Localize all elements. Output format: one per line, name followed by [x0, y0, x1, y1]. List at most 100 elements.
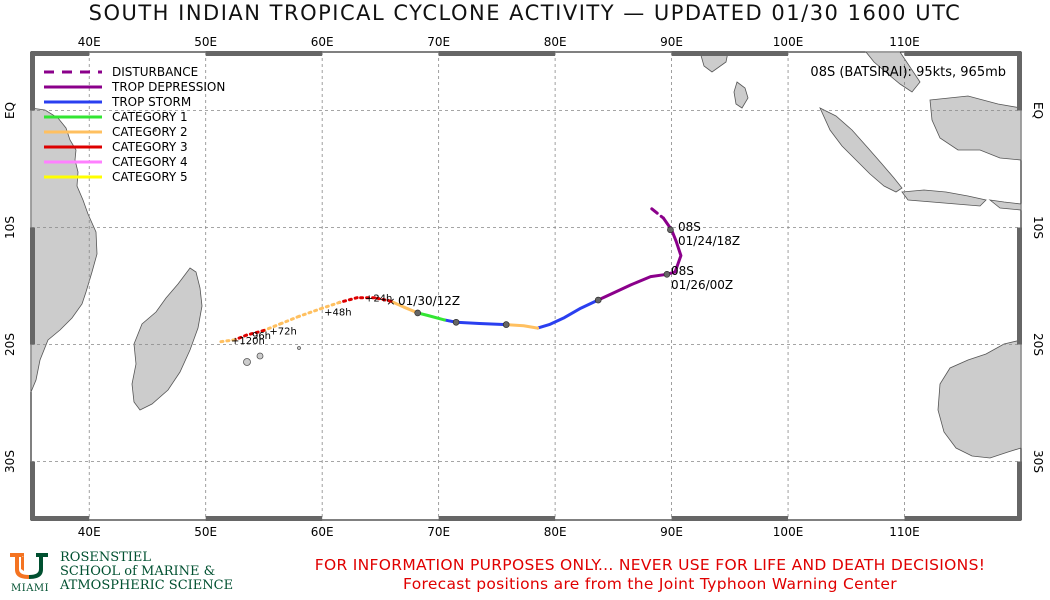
disclaimer-line-2: Forecast positions are from the Joint Ty… [403, 575, 897, 593]
land-masses [30, 51, 1022, 459]
disclaimer: FOR INFORMATION PURPOSES ONLY... NEVER U… [255, 556, 1045, 594]
tick-bar-bottom [31, 516, 90, 521]
forecast-segment [215, 338, 237, 344]
storm-info-label: 08S (BATSIRAI): 95kts, 965mb [810, 65, 1006, 80]
legend-label: CATEGORY 4 [112, 155, 188, 169]
tick-bar-bottom [205, 516, 323, 521]
track-segment-category-2 [504, 323, 540, 330]
forecast-segment [262, 321, 283, 332]
lat-tick-label-left: EQ [3, 102, 17, 119]
tick-bar-right [1017, 461, 1022, 520]
logo-line-2: SCHOOL of MARINE & [60, 564, 216, 579]
lat-tick-label-left: 30S [3, 450, 17, 473]
lon-tick-label-bottom: 80E [544, 525, 567, 539]
lat-tick-label-right: 30S [1031, 450, 1045, 473]
forecast-tau-label: +120h [231, 336, 265, 347]
track-segment-storm [536, 298, 600, 330]
forecast-segment [297, 306, 324, 318]
land-java [901, 189, 987, 207]
forecast-segment [373, 296, 393, 303]
track-fix-point [667, 226, 674, 234]
land-australia [937, 339, 1022, 459]
lon-tick-label-bottom: 90E [660, 525, 683, 539]
tick-bar-right [1017, 52, 1022, 111]
date-label-2: 01/26/00Z [671, 278, 733, 292]
legend-label: CATEGORY 1 [112, 110, 188, 124]
forecast-segment [320, 300, 342, 310]
forecast-segment [338, 296, 359, 304]
tick-bar-left [30, 461, 35, 520]
gridlines [31, 52, 1021, 520]
lon-tick-label-bottom: 60E [311, 525, 334, 539]
lon-tick-label-top: 50E [194, 35, 217, 49]
track-fix-point [414, 309, 421, 317]
logo-line-1: ROSENSTIEL [60, 550, 152, 565]
lat-tick-label-right: 10S [1031, 216, 1045, 239]
land-lesser-sunda [988, 199, 1022, 211]
tick-bar-bottom [671, 516, 789, 521]
legend-label: CATEGORY 5 [112, 170, 188, 184]
tick-bars [30, 51, 1022, 521]
lon-tick-label-top: 100E [773, 35, 804, 49]
lat-tick-label-right: 20S [1031, 333, 1045, 356]
track-segment-disturbance [650, 207, 665, 220]
track-fix-point [594, 296, 602, 304]
track-labels: 08S 01/24/18Z 08S 01/26/00Z 01/30/12Z [398, 220, 740, 308]
lat-tick-label-left: 10S [3, 216, 17, 239]
logo-line-3: ATMOSPHERIC SCIENCE [60, 578, 234, 593]
forecast-tau-label: 96h [252, 331, 271, 342]
rsmas-logo: MIAMI ROSENSTIEL SCHOOL of MARINE & ATMO… [8, 551, 248, 596]
legend-label: DISTURBANCE [112, 65, 198, 79]
logo-school-text: ROSENSTIEL SCHOOL of MARINE & ATMOSPHERI… [60, 551, 233, 593]
lon-tick-label-top: 60E [311, 35, 334, 49]
lat-tick-label-right: EQ [1031, 102, 1045, 119]
tick-bar-top [438, 51, 556, 56]
forecast-segment [244, 328, 266, 337]
forecast-tau-label: +72h [269, 326, 296, 337]
lon-tick-label-bottom: 100E [773, 525, 804, 539]
tick-labels: 40E 40E 50E 50E 60E 60E 70E 70E 80E 80E 90E 90E 100E… [3, 35, 1045, 539]
forecast-segment [279, 314, 301, 325]
lat-tick-label-left: 20S [3, 333, 17, 356]
legend-label: TROP STORM [111, 95, 191, 109]
land-seychelles [153, 128, 157, 132]
track-segment-storm [442, 318, 508, 327]
land-sumatra [819, 107, 903, 193]
miami-u-icon [10, 553, 48, 579]
chart-title: SOUTH INDIAN TROPICAL CYCLONE ACTIVITY —… [88, 1, 962, 25]
track-fix-point [502, 321, 510, 328]
logo-miami-text: MIAMI [11, 583, 50, 594]
tick-bar-bottom [904, 516, 1021, 521]
cyclone-map: 40E 40E 50E 50E 60E 60E 70E 70E 80E 80E 90E 90E 100E… [3, 35, 1045, 539]
lon-tick-label-top: 40E [78, 35, 101, 49]
lon-tick-label-top: 80E [544, 35, 567, 49]
track-segment-category-2 [389, 299, 420, 315]
lon-tick-label-bottom: 70E [427, 525, 450, 539]
lon-tick-label-top: 90E [660, 35, 683, 49]
tick-bar-top [205, 51, 323, 56]
land-madagascar [131, 267, 203, 411]
track-fix-point [452, 318, 460, 326]
current-date-label: 01/30/12Z [398, 294, 460, 308]
land-rodrigues [297, 346, 301, 350]
legend-label: CATEGORY 2 [112, 125, 188, 139]
land-africa [30, 107, 98, 393]
tick-bar-right [1017, 227, 1022, 345]
tick-bar-left [30, 227, 35, 345]
lon-tick-label-top: 70E [427, 35, 450, 49]
lon-tick-label-top: 110E [889, 35, 920, 49]
land-reunion [243, 358, 251, 366]
tick-bar-top [671, 51, 789, 56]
forecast-segment [233, 333, 248, 342]
tick-bar-top [31, 51, 90, 56]
date-label-1: 01/24/18Z [678, 234, 740, 248]
forecast-tau-label: +24h [365, 294, 392, 305]
storm-id-label-1: 08S [678, 220, 701, 234]
land-sri-lanka [733, 81, 749, 109]
disclaimer-line-1: FOR INFORMATION PURPOSES ONLY... NEVER U… [314, 556, 986, 574]
forecast-tau-label: +48h [324, 308, 351, 319]
track-segment-depression [596, 216, 683, 302]
tick-bar-left [30, 52, 35, 111]
